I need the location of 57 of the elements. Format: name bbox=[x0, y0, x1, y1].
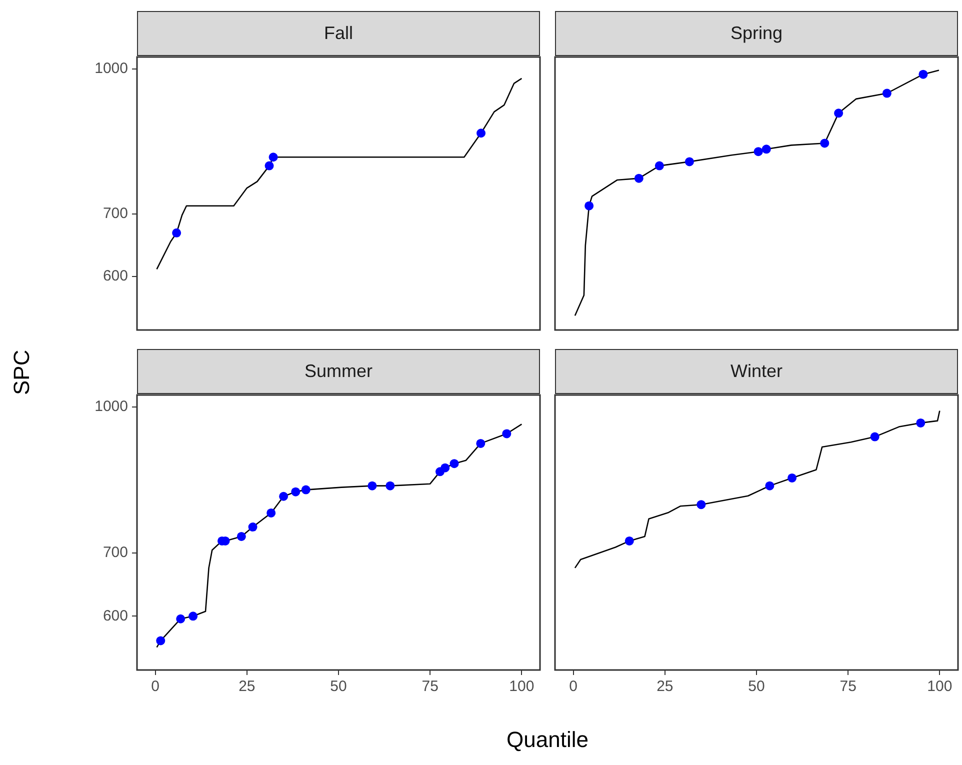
point bbox=[696, 500, 706, 510]
point bbox=[264, 161, 274, 170]
point bbox=[788, 473, 797, 482]
point bbox=[918, 70, 928, 79]
chart-title: Summer bbox=[137, 349, 540, 394]
x-tick-label: 25 bbox=[238, 678, 256, 696]
point bbox=[266, 508, 276, 518]
point bbox=[156, 636, 166, 646]
point bbox=[386, 481, 395, 490]
x-tick-label: 75 bbox=[840, 678, 856, 696]
y-tick-label: 1000 bbox=[94, 60, 128, 78]
x-tick-label: 50 bbox=[330, 678, 347, 696]
chart-title: Fall bbox=[137, 11, 540, 56]
point bbox=[754, 147, 763, 156]
point bbox=[172, 228, 182, 238]
x-tick-label: 100 bbox=[927, 678, 952, 696]
point bbox=[916, 418, 926, 428]
point bbox=[248, 522, 258, 532]
point bbox=[502, 429, 512, 438]
point bbox=[368, 481, 377, 490]
y-tick-label: 600 bbox=[102, 268, 128, 285]
point bbox=[870, 432, 880, 442]
point bbox=[584, 201, 594, 210]
point bbox=[684, 157, 694, 166]
point bbox=[236, 532, 246, 541]
point bbox=[765, 481, 774, 490]
point bbox=[654, 161, 664, 170]
y-tick-label: 700 bbox=[102, 544, 128, 562]
y-axis-title: SPC bbox=[9, 350, 35, 395]
point bbox=[624, 536, 634, 546]
point bbox=[176, 614, 186, 624]
point bbox=[634, 174, 644, 183]
point bbox=[291, 487, 300, 496]
point bbox=[268, 152, 278, 162]
point bbox=[440, 463, 450, 472]
x-tick-label: 50 bbox=[748, 678, 765, 696]
point bbox=[188, 612, 198, 621]
chart-title: Winter bbox=[555, 349, 958, 394]
x-axis-title: Quantile bbox=[506, 727, 590, 753]
point bbox=[476, 128, 486, 138]
chart-title: Spring bbox=[555, 11, 958, 56]
x-tick-label: 25 bbox=[656, 678, 674, 696]
point bbox=[762, 144, 771, 154]
x-tick-label: 100 bbox=[509, 678, 534, 696]
point bbox=[882, 88, 892, 98]
point bbox=[476, 438, 486, 448]
point bbox=[301, 485, 310, 494]
point bbox=[450, 459, 459, 468]
x-tick-label: 0 bbox=[151, 678, 160, 696]
point bbox=[834, 108, 844, 118]
y-tick-label: 600 bbox=[102, 607, 128, 624]
point bbox=[279, 492, 288, 501]
y-tick-label: 1000 bbox=[94, 398, 128, 416]
x-tick-label: 75 bbox=[422, 678, 438, 696]
x-tick-label: 0 bbox=[569, 678, 578, 696]
y-tick-label: 700 bbox=[102, 205, 128, 222]
point bbox=[820, 138, 830, 148]
